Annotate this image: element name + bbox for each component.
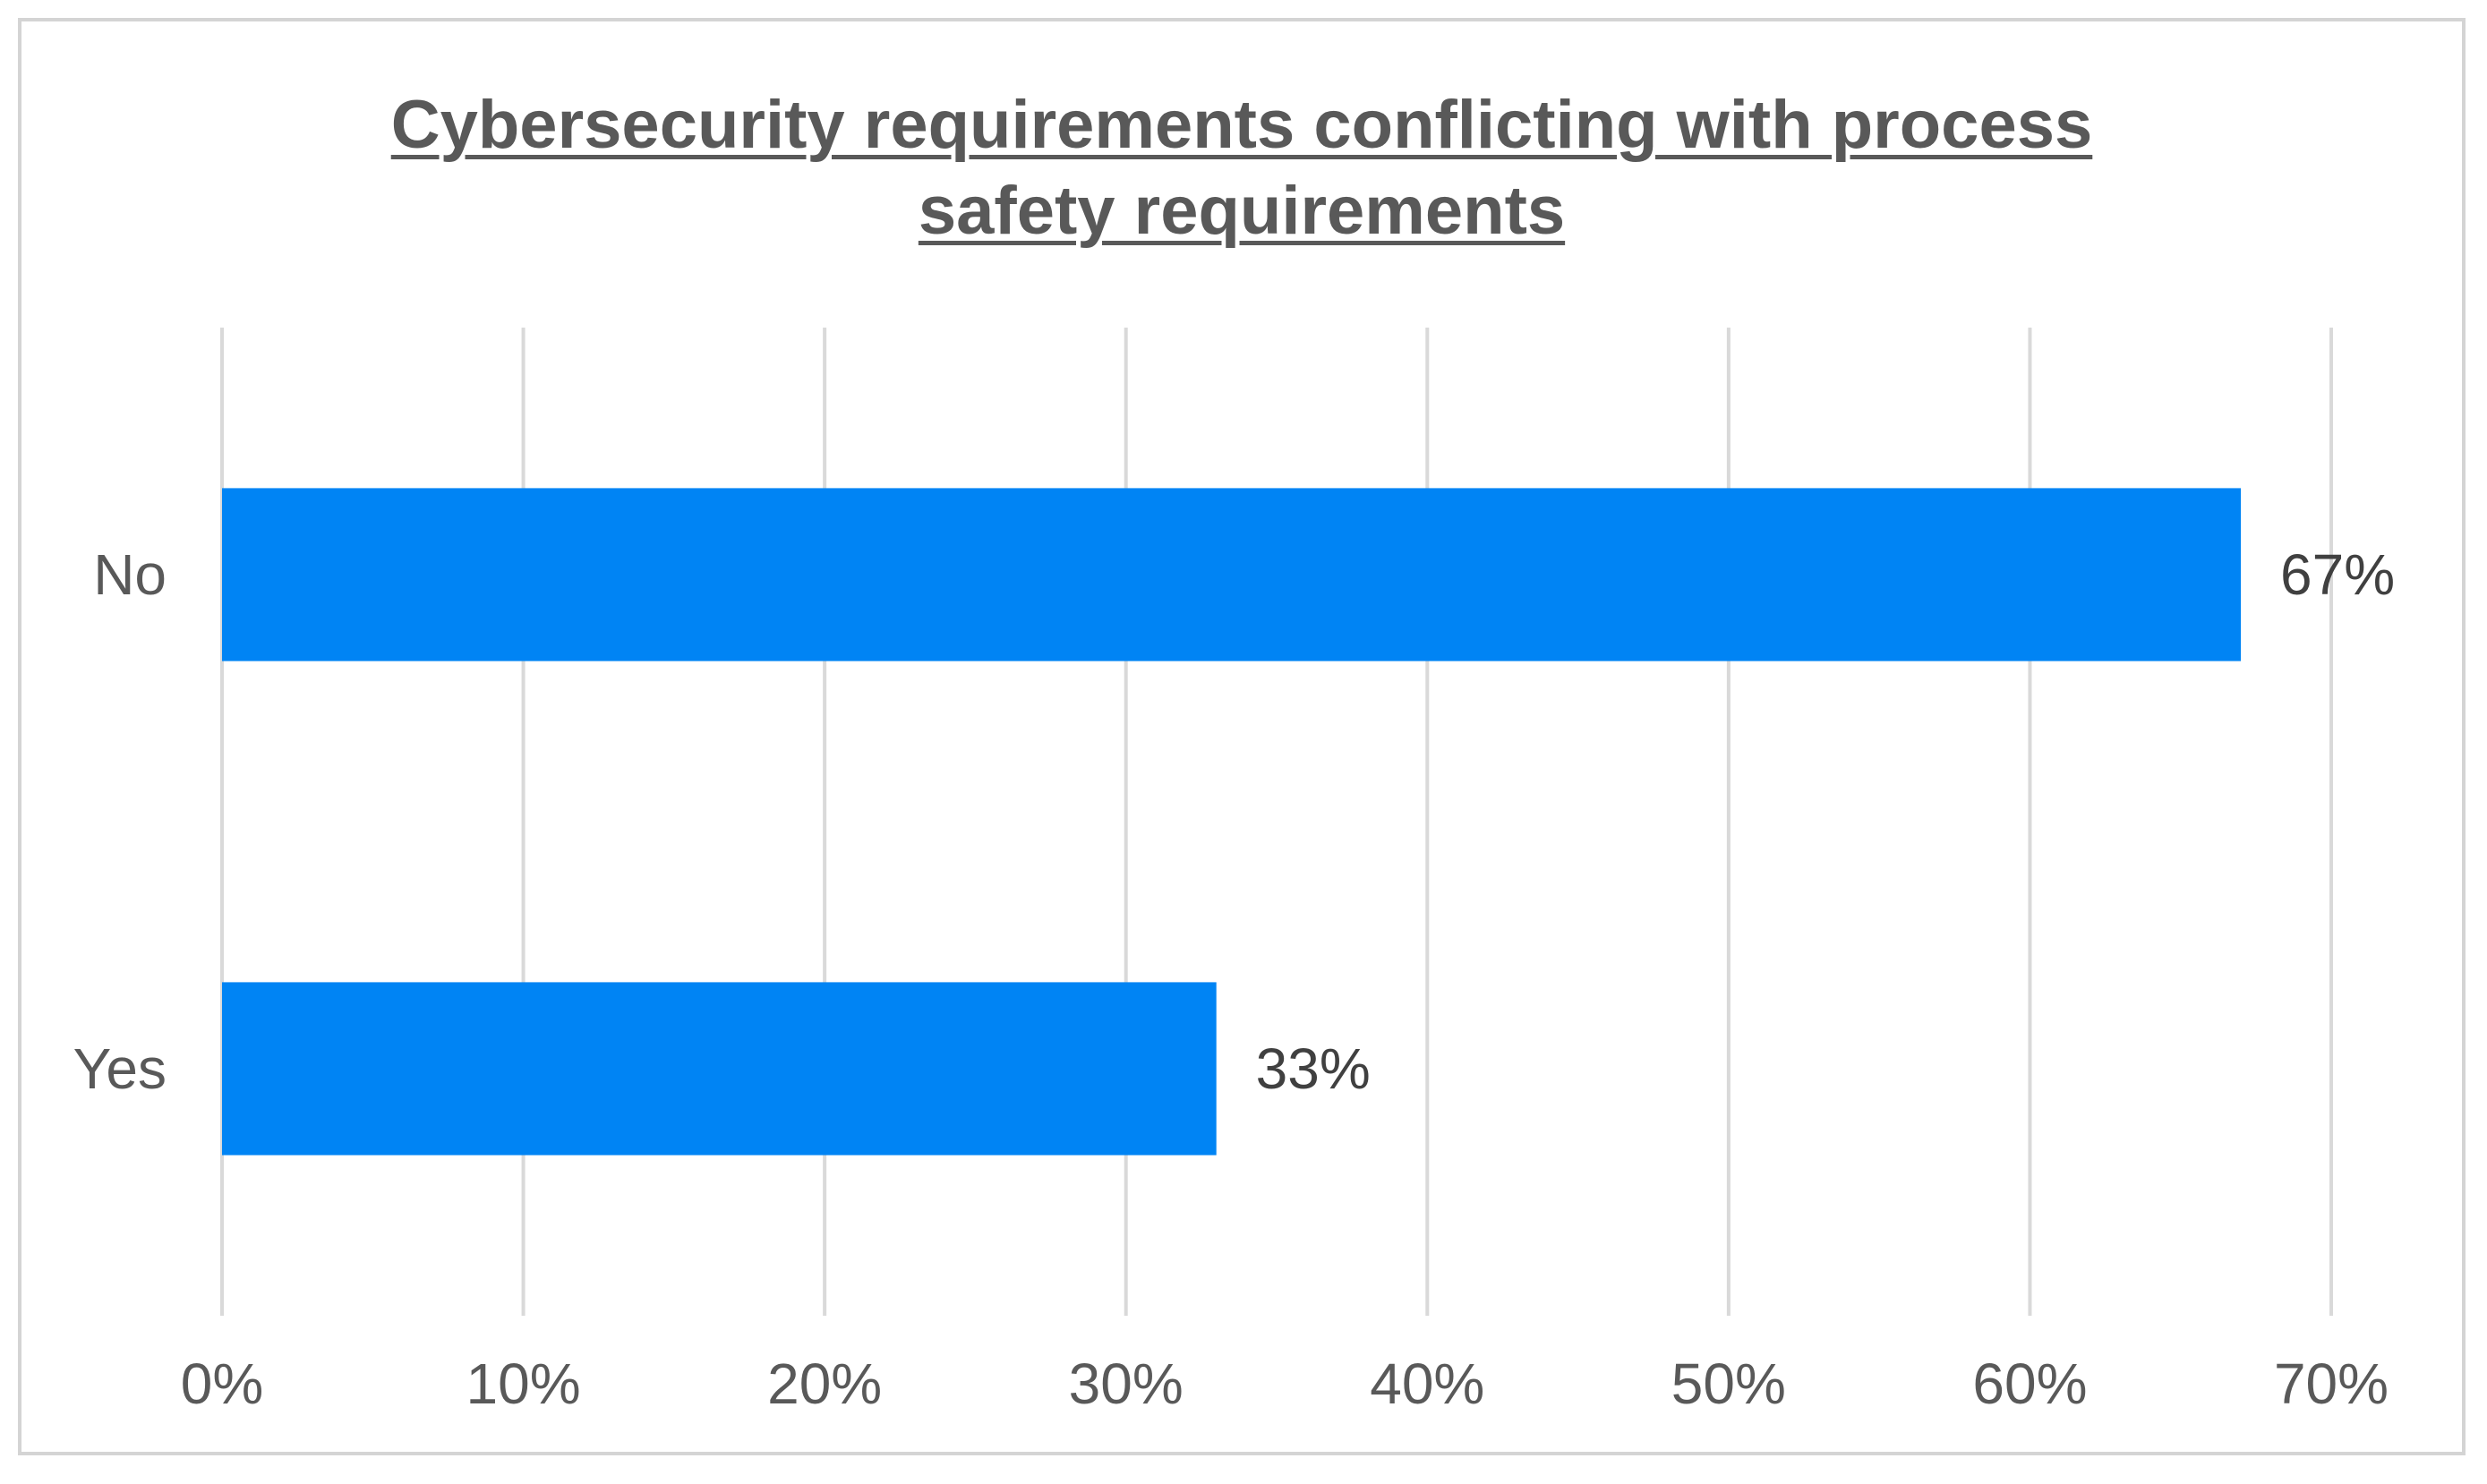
chart-title: Cybersecurity requirements conflicting w… (390, 87, 2093, 249)
chart-frame: Cybersecurity requirements conflicting w… (18, 18, 2466, 1455)
category-label: No (93, 542, 167, 607)
x-tick-label: 60% (1972, 1352, 2087, 1416)
bar-no (222, 488, 2242, 661)
x-tick-label: 20% (767, 1352, 882, 1416)
category-label: Yes (73, 1036, 167, 1101)
x-tick-label: 10% (466, 1352, 581, 1416)
x-tick-label: 40% (1370, 1352, 1484, 1416)
bars (222, 488, 2242, 1156)
data-label: 67% (2280, 542, 2395, 607)
x-tick-label: 50% (1671, 1352, 1786, 1416)
x-tick-label: 0% (181, 1352, 264, 1416)
labels: 0% 10% 20% 30% 40% 50% 60% 70% No 67% Yes 33% (73, 542, 2396, 1416)
x-tick-label: 70% (2274, 1352, 2389, 1416)
x-tick-label: 30% (1069, 1352, 1184, 1416)
bar-yes (222, 982, 1217, 1156)
gridlines (220, 328, 2333, 1316)
data-label: 33% (1256, 1036, 1371, 1101)
